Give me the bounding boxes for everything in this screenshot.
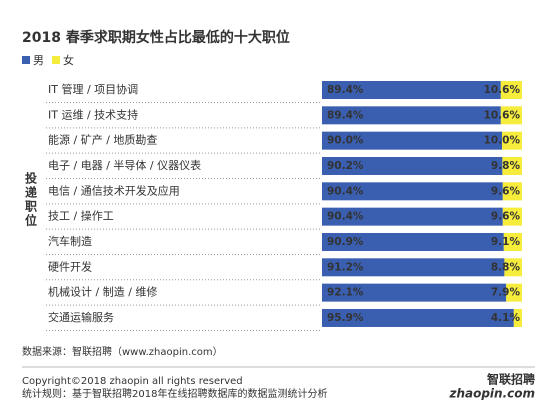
value-label: 7.9% [491,287,521,299]
value-label: 90.0% [327,135,364,147]
category-label: 机械设计 / 制造 / 维修 [48,285,157,299]
legend-swatch [52,56,60,64]
value-label: 9.6% [491,185,521,197]
value-label: 90.9% [327,236,364,248]
value-label: 9.8% [491,160,521,172]
category-label: 交通运输服务 [48,310,114,324]
value-label: 89.4% [327,84,364,96]
copyright: Copyright©2018 zhaopin all rights reserv… [22,376,243,387]
bar-segment [504,258,522,277]
bar-segment [502,131,522,150]
bar-segment [502,156,522,175]
logo-url: zhaopin.com [448,387,535,401]
value-label: 90.4% [327,211,364,223]
value-label: 8.8% [491,261,521,273]
category-label: 电信 / 通信技术开发及应用 [48,183,180,197]
category-label: 电子 / 电器 / 半导体 / 仪器仪表 [48,158,201,172]
bar-segment [322,182,503,201]
bar-segment [322,258,505,277]
bar-segment [503,232,522,251]
category-label: IT 管理 / 项目协调 [48,82,138,96]
bar-segment [322,207,503,226]
legend-label: 女 [63,53,74,67]
bar-segment [322,106,501,125]
chart-title: 2018 春季求职期女性占比最低的十大职位 [22,29,290,46]
y-axis-label: 投递职位 [24,171,38,228]
value-label: 95.9% [327,312,364,324]
category-label: IT 运维 / 技术支持 [48,107,138,121]
category-label: 硬件开发 [48,259,92,273]
source: 数据来源：智联招聘（www.zhaopin.com） [22,345,223,358]
bar-segment [322,232,504,251]
bar-segment [322,308,514,327]
value-label: 89.4% [327,109,364,121]
bar-segment [322,156,503,175]
bar-segment [506,283,522,302]
category-label: 汽车制造 [48,234,92,248]
note: 统计规则：基于智联招聘2018年在线招聘数据库的数据监测统计分析 [22,387,327,400]
value-label: 9.1% [491,236,521,248]
value-label: 10.6% [484,84,521,96]
value-label: 92.1% [327,287,364,299]
value-label: 4.1% [491,312,521,324]
bar-segment [513,308,522,327]
bar-segment [322,283,507,302]
value-label: 90.4% [327,185,364,197]
category-label: 能源 / 矿产 / 地质勘查 [48,133,157,147]
bar-segment [502,182,522,201]
bar-segment [502,207,522,226]
value-label: 10.6% [484,109,521,121]
legend-label: 男 [33,54,44,67]
bar-segment [500,106,522,125]
category-label: 技工 / 操作工 [48,209,114,223]
value-label: 91.2% [327,261,364,273]
bar-segment [500,81,522,99]
value-label: 10.0% [484,135,521,147]
legend-swatch [22,56,30,64]
value-label: 9.6% [491,211,521,223]
bar-segment [322,131,502,150]
bar-segment [322,81,501,99]
logo-name: 智联招聘 [486,372,535,387]
value-label: 90.2% [327,160,364,172]
